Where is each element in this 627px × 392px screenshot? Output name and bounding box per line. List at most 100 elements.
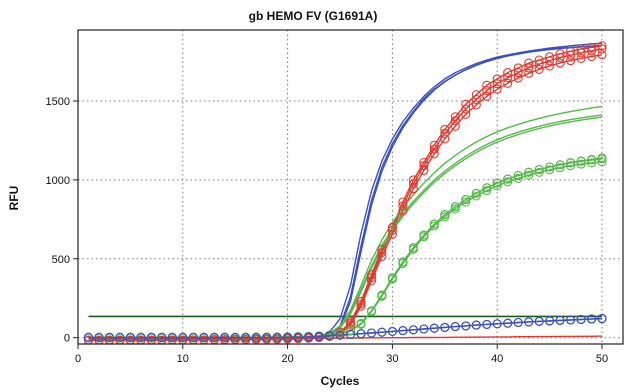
data-point xyxy=(398,206,408,216)
data-point xyxy=(125,333,135,343)
data-point xyxy=(450,204,460,214)
data-point xyxy=(587,158,597,168)
data-point xyxy=(398,197,408,207)
data-point xyxy=(345,326,356,336)
data-point xyxy=(503,174,513,184)
data-point xyxy=(482,91,492,101)
data-point xyxy=(492,319,502,329)
data-point xyxy=(555,160,565,170)
data-point xyxy=(576,159,586,169)
data-point xyxy=(482,80,492,90)
data-point xyxy=(356,296,366,306)
series-line-6 xyxy=(88,54,603,341)
data-point xyxy=(199,333,209,343)
x-axis-label: Cycles xyxy=(321,374,360,388)
data-point xyxy=(377,327,387,337)
data-point xyxy=(450,121,460,131)
data-point xyxy=(461,99,471,109)
data-point xyxy=(597,41,607,51)
data-point xyxy=(566,161,576,171)
data-point xyxy=(482,186,492,196)
data-point xyxy=(188,333,198,343)
x-tick-label: 10 xyxy=(177,353,189,365)
y-tick-label: 0 xyxy=(64,333,70,345)
data-point xyxy=(513,73,523,83)
x-tick-label: 20 xyxy=(281,353,293,365)
data-point xyxy=(408,325,418,335)
data-point xyxy=(377,247,387,258)
data-point xyxy=(513,68,523,78)
y-axis-label: RFU xyxy=(7,186,21,211)
data-point xyxy=(482,183,492,193)
data-point xyxy=(408,184,418,194)
x-tick-label: 30 xyxy=(386,353,398,365)
data-point xyxy=(178,333,188,343)
data-point xyxy=(251,333,261,343)
data-point xyxy=(566,50,576,60)
data-point xyxy=(419,161,429,171)
data-point xyxy=(471,90,481,100)
data-point xyxy=(461,104,471,114)
data-point xyxy=(429,221,439,231)
data-point xyxy=(440,212,450,222)
data-point xyxy=(450,202,460,212)
data-point xyxy=(524,170,534,180)
data-point xyxy=(209,333,219,343)
x-tick-label: 50 xyxy=(596,353,608,365)
data-point xyxy=(440,322,450,332)
data-point xyxy=(356,319,366,329)
data-point xyxy=(377,291,387,301)
data-point xyxy=(534,164,544,175)
data-point xyxy=(440,124,450,134)
data-point xyxy=(356,301,366,311)
data-point xyxy=(450,322,460,332)
data-point xyxy=(157,333,167,343)
data-point xyxy=(272,332,282,343)
data-point xyxy=(366,276,377,286)
data-point xyxy=(524,317,534,327)
series-line-5 xyxy=(88,48,603,341)
data-point xyxy=(345,329,356,340)
series-line-3 xyxy=(88,42,603,340)
data-point xyxy=(366,307,377,317)
data-point xyxy=(398,258,408,269)
data-point xyxy=(566,158,576,168)
data-point xyxy=(513,317,523,328)
data-point xyxy=(408,179,418,189)
data-point xyxy=(167,333,177,343)
x-tick-label: 40 xyxy=(491,353,503,365)
data-point xyxy=(534,64,544,74)
data-point xyxy=(387,225,397,235)
data-point xyxy=(597,50,607,60)
data-point xyxy=(220,333,230,343)
series-line-1 xyxy=(88,44,603,340)
data-point xyxy=(471,94,481,104)
data-point xyxy=(366,273,377,283)
data-point xyxy=(492,74,502,84)
data-point xyxy=(345,320,356,330)
data-point xyxy=(534,316,544,326)
data-point xyxy=(597,313,607,323)
data-point xyxy=(314,331,324,341)
data-point xyxy=(450,112,460,122)
data-point xyxy=(104,333,114,343)
data-point xyxy=(524,68,534,78)
data-point xyxy=(492,79,502,89)
data-point xyxy=(503,78,513,88)
data-point xyxy=(587,51,597,62)
data-point xyxy=(576,53,586,63)
data-point xyxy=(356,329,366,339)
chart-title: gb HEMO FV (G1691A) xyxy=(249,9,378,23)
data-point xyxy=(283,332,293,342)
data-point xyxy=(366,270,377,280)
data-point xyxy=(566,56,576,66)
data-point xyxy=(387,229,397,239)
data-point xyxy=(576,156,586,166)
data-point xyxy=(293,332,303,342)
data-point xyxy=(324,331,335,341)
data-point xyxy=(83,333,94,343)
data-point xyxy=(94,333,104,343)
series-lines xyxy=(88,42,603,341)
data-point xyxy=(398,326,408,336)
